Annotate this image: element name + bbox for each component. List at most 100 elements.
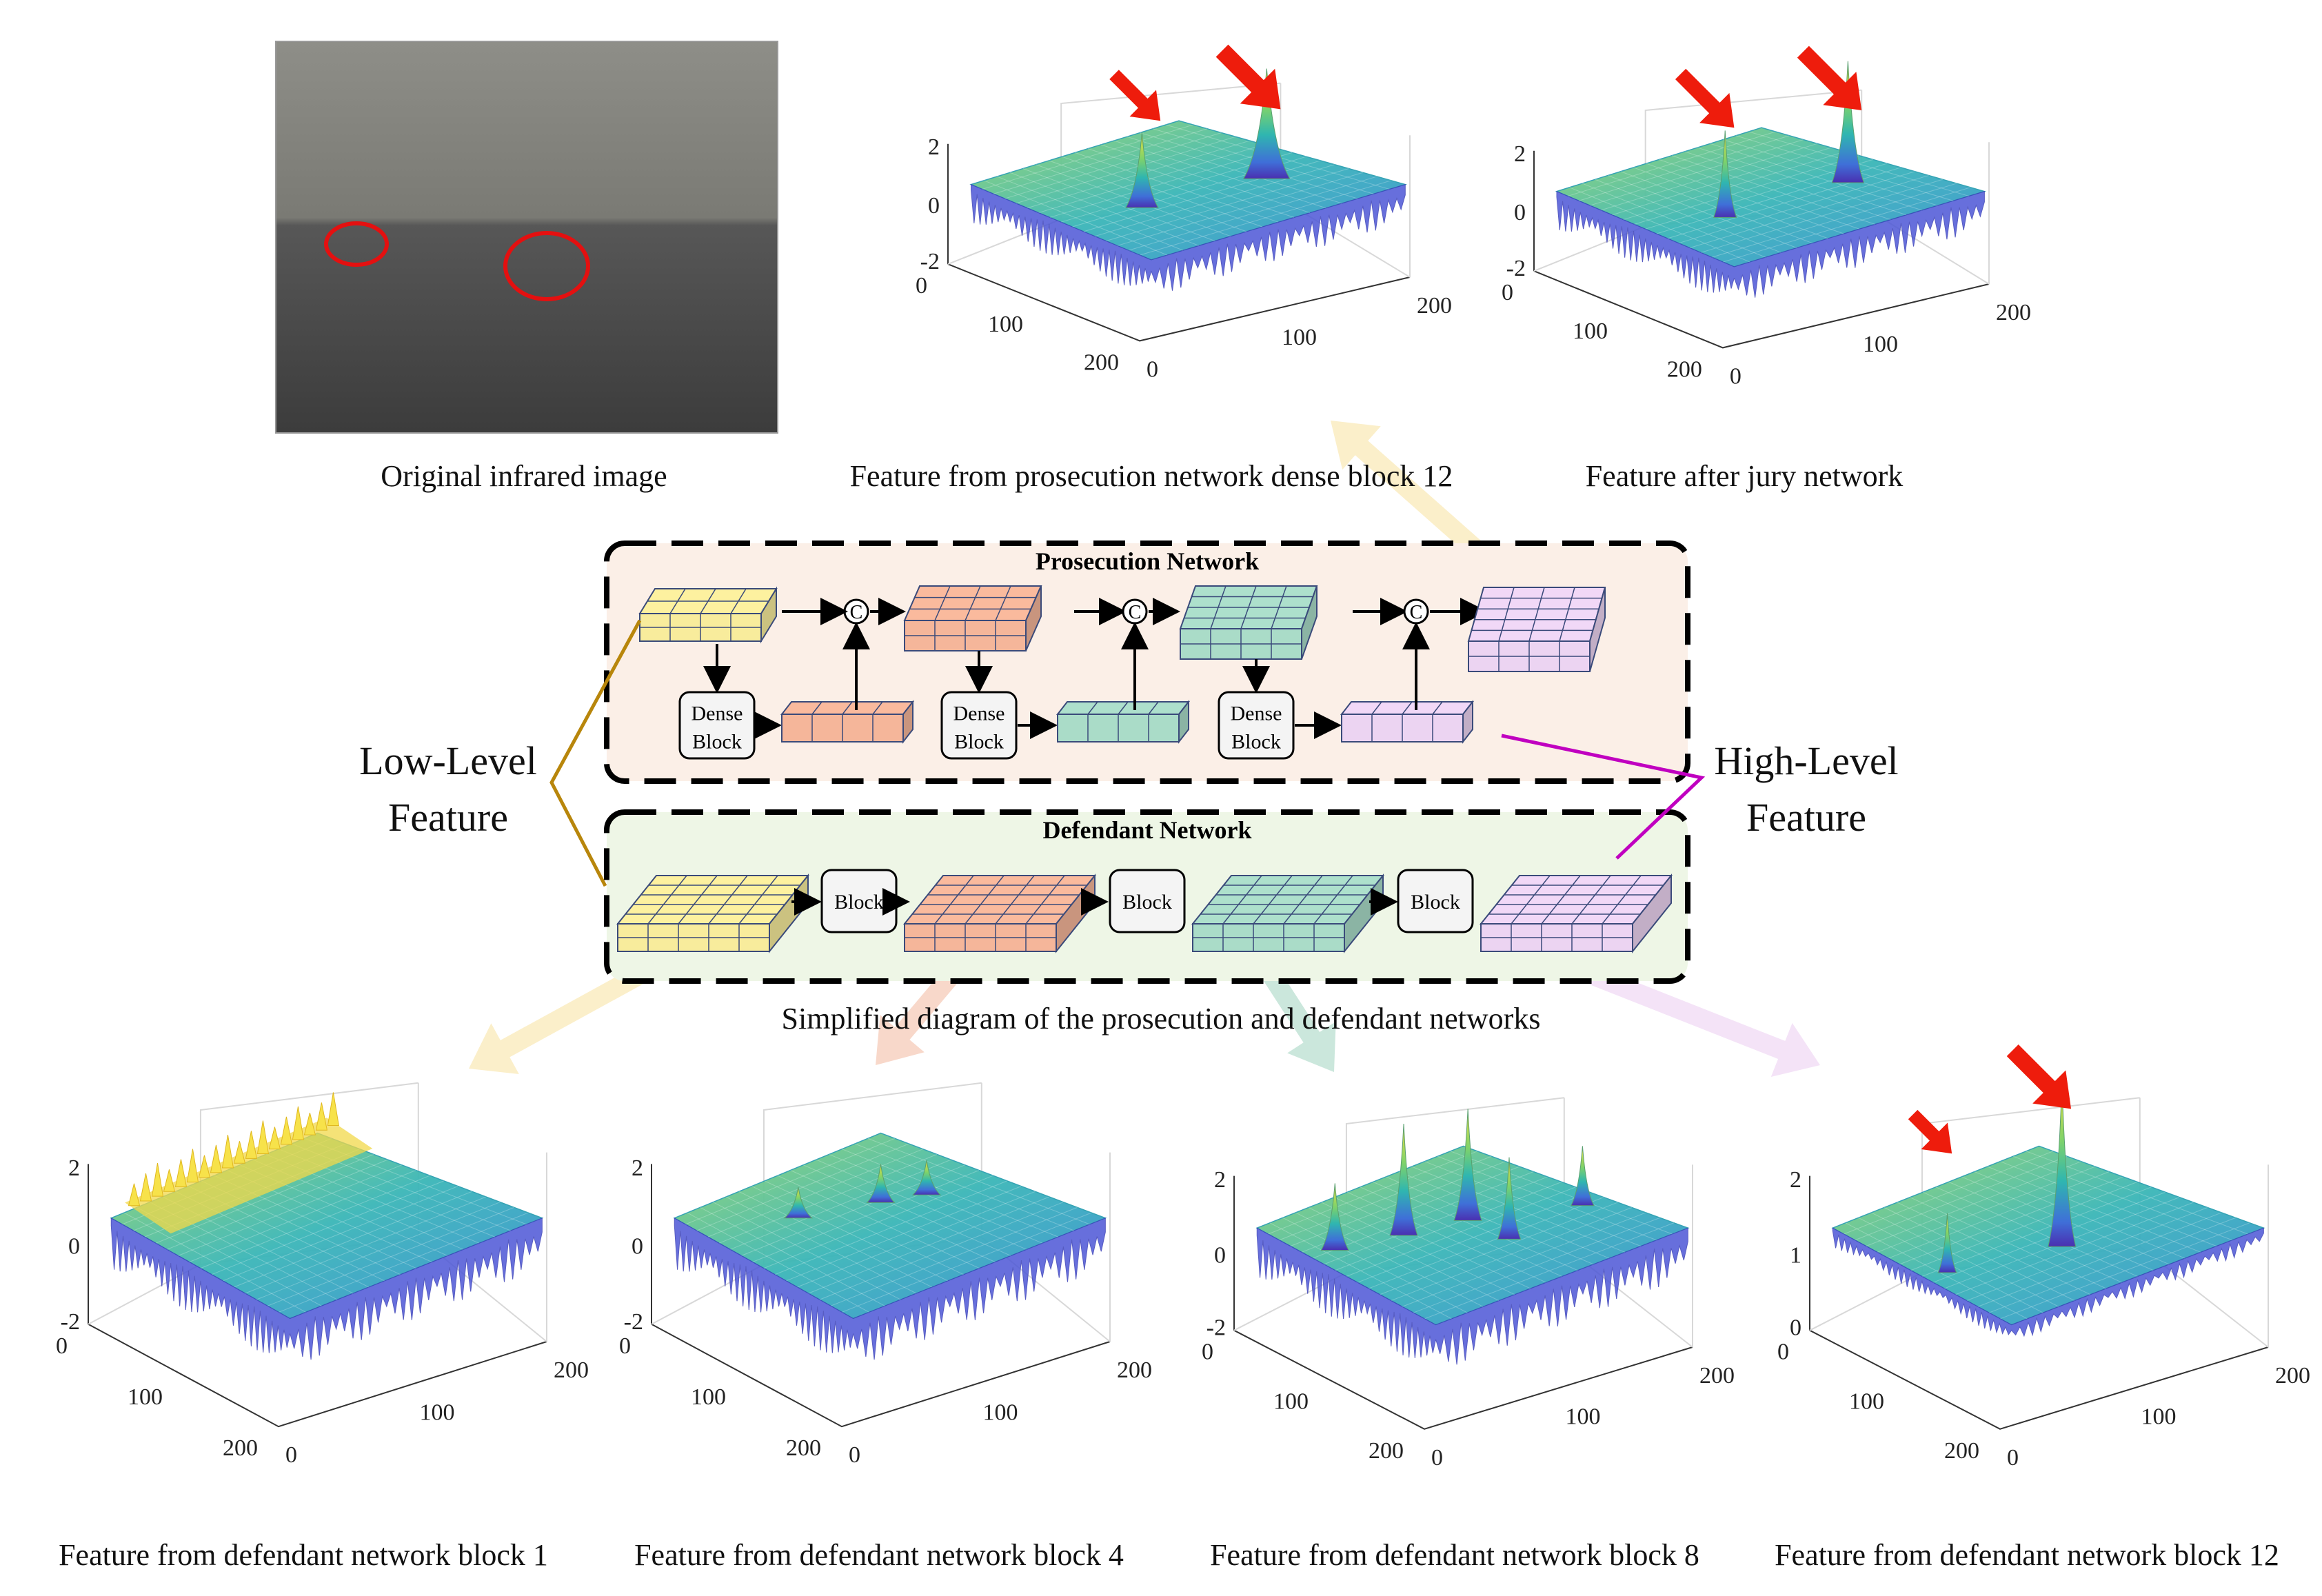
plot-block1-x-tick: 0 — [285, 1442, 297, 1468]
plot-jury-z-tick: -2 — [1506, 256, 1526, 281]
plot-prosecution-block12-mesh-line — [1049, 148, 1278, 218]
plot-block12-red-arrow — [2006, 1044, 2072, 1109]
plot-block1-ridge-spike — [128, 1183, 141, 1206]
plot-block12-mesh-line — [2000, 1161, 2217, 1246]
plot-jury-z-tick: 2 — [1514, 141, 1526, 167]
plot-prosecution-block12-mesh-line — [1128, 176, 1377, 251]
defendant-feature-3-top-grid — [1313, 875, 1353, 925]
plot-prosecution-block12-mesh-line — [982, 124, 1193, 190]
defendant-feature-4-top-grid — [1602, 875, 1642, 925]
plot-block8-mesh-line — [1369, 1197, 1604, 1289]
plot-block1-ridge-spike — [163, 1169, 176, 1192]
defendant-feature-1-top-grid — [708, 875, 748, 925]
dense-output-1-top-grid — [872, 701, 883, 715]
plot-prosecution-block12-mesh-line — [1004, 132, 1222, 199]
defendant-feature-1-top-grid — [738, 875, 778, 925]
plot-jury-base-axes — [1533, 270, 1990, 349]
plot-block8-peak — [1497, 1157, 1522, 1240]
high-level-label: High-Level Feature — [1689, 733, 1924, 846]
plot-block4-surface-top — [673, 1132, 1107, 1320]
plot-block1-mesh-line — [256, 1202, 501, 1300]
plot-block4-mesh-line — [803, 1164, 1011, 1256]
plot-block12-mesh-line — [1871, 1212, 2059, 1307]
plot-prosecution-block12-red-arrow — [1109, 70, 1161, 121]
plot-block12-z-tick: 2 — [1790, 1167, 1801, 1193]
plot-prosecution-block12-mesh-line — [1038, 144, 1264, 214]
dense-output-1-top-grid — [811, 701, 822, 715]
defendant-feature-4-top-grid — [1571, 875, 1611, 925]
plot-block1-ridge — [125, 1118, 373, 1234]
plot-prosecution-block12-z-tick: 0 — [928, 193, 940, 219]
plot-block12-mesh-line — [1888, 1171, 2110, 1259]
plot-block8-z-tick: -2 — [1207, 1315, 1226, 1341]
plot-prosecution-block12-y-tick: 100 — [988, 312, 1023, 337]
plot-block4-mesh-line — [777, 1175, 980, 1269]
plot-block12-mesh-line — [2000, 1222, 2250, 1320]
plot-prosecution-block12-peak — [1125, 132, 1159, 208]
plot-prosecution-block12-x-tick: 100 — [1282, 325, 1317, 350]
concat-2-label: C — [1129, 602, 1142, 623]
plot-block8-y-tick: 0 — [1202, 1340, 1213, 1365]
plot-block4-surface — [673, 1132, 1107, 1360]
dense-output-1 — [780, 700, 915, 744]
target-circle-right — [503, 231, 590, 301]
plot-block1-surface — [110, 1092, 544, 1360]
plot-block8-mesh-line — [1357, 1191, 1590, 1283]
prosecution-feature-2-side-face — [1025, 585, 1042, 651]
plot-prosecution-block12-mesh-line — [1095, 164, 1335, 237]
plot-block8-mesh-line — [1313, 1171, 1534, 1259]
defendant-feature-4-top-grid — [1511, 875, 1551, 925]
infrared-image-panel — [275, 41, 778, 434]
plot-block12-red-arrow-shape — [2006, 1044, 2072, 1109]
plot-jury-mesh-line — [1601, 143, 1817, 211]
plot-block8-mesh-line — [1380, 1202, 1618, 1295]
plot-prosecution-block12-mesh-line — [984, 180, 1168, 256]
plot-block8-y-tick: 100 — [1273, 1388, 1309, 1414]
plot-block12-surface — [1831, 1082, 2265, 1337]
plot-block12-surface-valleys — [1832, 1227, 2264, 1337]
defendant-block-3 — [1397, 869, 1474, 933]
plot-prosecution-block12-z-tick: -2 — [920, 249, 940, 274]
plot-block12-mesh-line — [1899, 1176, 2123, 1265]
plot-block8-mesh-line — [1346, 1191, 1546, 1283]
plot-jury-mesh-line — [1700, 179, 1943, 253]
plot-jury-mesh-line — [1678, 171, 1915, 244]
caption-block4: Feature from defendant network block 4 — [634, 1538, 1124, 1572]
prosecution-feature-2-top-grid — [965, 585, 981, 621]
plot-prosecution-block12-surface-top — [969, 120, 1408, 261]
plot-jury-y-tick: 100 — [1573, 319, 1608, 344]
plot-block4-base-axes — [651, 1323, 1111, 1428]
plot-block8-mesh-line — [1295, 1212, 1484, 1307]
defendant-block-3-label: Block — [1411, 891, 1460, 913]
low-level-label: Low-Level Feature — [331, 733, 565, 846]
plot-block12-peak — [1937, 1213, 1957, 1273]
plot-block12-mesh-line — [1932, 1191, 2165, 1283]
plot-block1-ridge-spike — [221, 1134, 234, 1169]
plot-jury-peak — [1713, 130, 1737, 218]
dense-block-2-label-2: Block — [954, 731, 1004, 754]
plot-block4-mesh-line — [696, 1143, 909, 1231]
plot-block1-y-tick: 0 — [56, 1333, 68, 1359]
plot-prosecution-block12-mesh-line — [1075, 152, 1279, 223]
dense-block-1-label-2: Block — [692, 731, 742, 754]
plot-block1-ridge-spike — [139, 1173, 152, 1202]
plot-block1-ridge-spike — [280, 1116, 293, 1145]
defendant-feature-1-top-grid — [647, 875, 687, 925]
plot-block1-surface-valleys — [110, 1217, 543, 1360]
plot-block12-mesh-line — [1855, 1155, 2068, 1241]
plot-block8-peak — [1570, 1146, 1595, 1206]
prosecution-feature-1 — [638, 586, 778, 644]
plot-block1-ridge-spike — [151, 1163, 164, 1197]
dense-output-2-top-grid — [1118, 701, 1129, 715]
plot-block12-mesh-line — [1884, 1207, 2075, 1301]
target-circle-left — [324, 221, 389, 267]
plot-block1-ridge-spike — [186, 1149, 199, 1183]
plot-block12-mesh-line — [1910, 1197, 2106, 1289]
plot-jury-mesh-line — [1569, 187, 1750, 263]
plot-block4-mesh-line — [854, 1143, 1074, 1231]
plot-prosecution-block12-mesh-line — [1022, 168, 1215, 241]
plot-block1-z-tick: -2 — [61, 1309, 80, 1335]
plot-block8-base-axes — [1233, 1329, 1693, 1430]
